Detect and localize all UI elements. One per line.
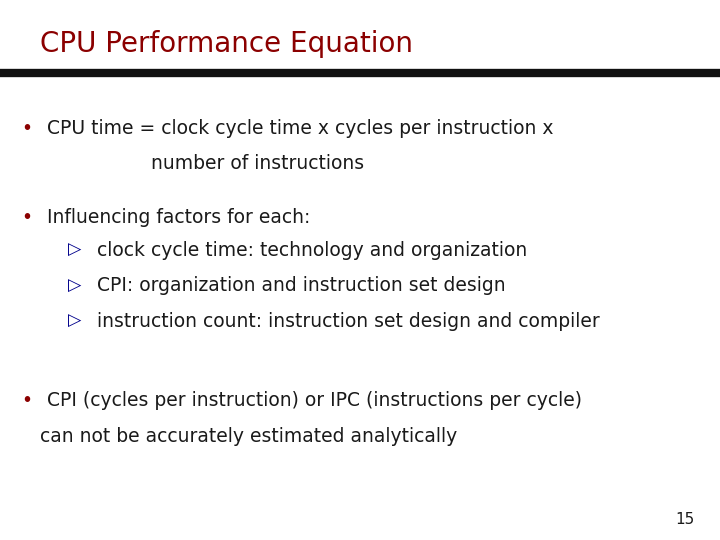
- Text: CPU Performance Equation: CPU Performance Equation: [40, 30, 413, 58]
- Text: ▷: ▷: [68, 276, 82, 294]
- Text: •: •: [22, 392, 32, 410]
- Text: clock cycle time: technology and organization: clock cycle time: technology and organiz…: [97, 241, 528, 260]
- Text: CPU time = clock cycle time x cycles per instruction x: CPU time = clock cycle time x cycles per…: [47, 119, 553, 138]
- Text: 15: 15: [675, 511, 695, 526]
- Text: can not be accurately estimated analytically: can not be accurately estimated analytic…: [40, 427, 457, 446]
- Text: CPI: organization and instruction set design: CPI: organization and instruction set de…: [97, 276, 506, 295]
- Text: •: •: [22, 119, 32, 138]
- Text: number of instructions: number of instructions: [151, 154, 364, 173]
- Text: ▷: ▷: [68, 312, 82, 329]
- Text: Influencing factors for each:: Influencing factors for each:: [47, 208, 310, 227]
- Text: •: •: [22, 208, 32, 227]
- Text: CPI (cycles per instruction) or IPC (instructions per cycle): CPI (cycles per instruction) or IPC (ins…: [47, 392, 582, 410]
- Text: instruction count: instruction set design and compiler: instruction count: instruction set desig…: [97, 312, 600, 330]
- Text: ▷: ▷: [68, 241, 82, 259]
